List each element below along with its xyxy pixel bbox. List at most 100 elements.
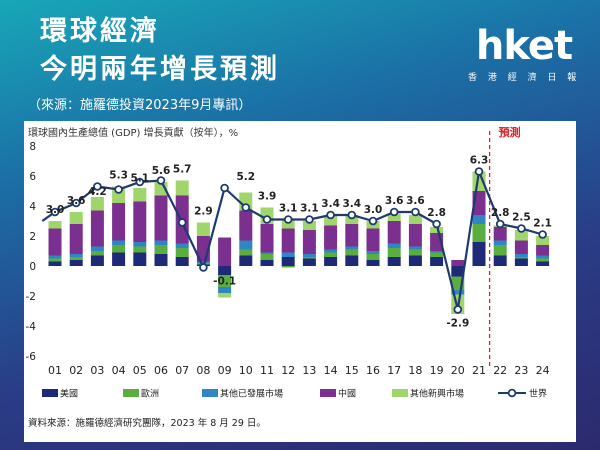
y-tick-label: 6 [29, 171, 36, 183]
bar-segment [302, 230, 316, 254]
bar-segment [514, 257, 528, 259]
bar-segment [112, 245, 126, 253]
bar-segment [112, 252, 126, 266]
bar-segment [281, 219, 295, 229]
x-tick-label: 13 [302, 364, 316, 377]
bar-segment [387, 213, 401, 221]
bar-segment [430, 257, 444, 266]
y-tick-label: -4 [26, 321, 37, 333]
y-tick-label: 8 [29, 141, 36, 153]
legend-label: 其他新興市場 [410, 388, 464, 400]
x-tick-label: 19 [430, 364, 444, 377]
data-label: 3.6 [67, 195, 86, 207]
bar-segment [430, 252, 444, 257]
gdp-contribution-chart: 環球國內生產總值 (GDP) 增長貢獻（按年），% -6-4-202468預測 … [26, 125, 552, 429]
x-tick-label: 09 [218, 364, 232, 377]
y-tick-label: -2 [26, 291, 36, 303]
x-tick-label: 11 [260, 364, 274, 377]
bar-segment [302, 257, 316, 259]
world-point [411, 207, 420, 217]
x-tick-label: 20 [451, 364, 465, 377]
legend-swatch [320, 389, 336, 397]
bar-segment [218, 275, 232, 287]
data-label: 3.1 [300, 203, 319, 215]
legend-label: 世界 [529, 388, 547, 400]
x-tick-label: 10 [239, 364, 253, 377]
bar-segment [218, 266, 232, 275]
data-label: 5.1 [130, 173, 149, 185]
bar-segment [239, 249, 253, 256]
x-tick-label: 14 [324, 364, 338, 377]
x-tick-label: 15 [345, 364, 359, 377]
world-point [495, 219, 505, 229]
x-axis: 01 02 03 04 05 06 07 08 09 10 11 12 13 14 15 16 17 18 19 20… [48, 364, 550, 377]
data-label: 3.6 [385, 195, 404, 207]
x-tick-label: 06 [154, 364, 168, 377]
bar-segment [324, 249, 338, 253]
bar-segment [175, 257, 189, 266]
world-point [71, 198, 81, 208]
bar-segment [408, 249, 422, 256]
legend-swatch [123, 389, 139, 397]
world-point [474, 167, 484, 176]
bar-segment [69, 257, 83, 260]
legend-label: 美國 [60, 388, 78, 400]
legend-swatch [42, 389, 58, 397]
bar-segment [366, 260, 380, 266]
bar-segment [366, 254, 380, 260]
bar-segment [260, 224, 274, 253]
data-label: 3.4 [342, 198, 361, 210]
x-tick-label: 17 [387, 364, 401, 377]
bar-segment [90, 210, 104, 247]
bar-segment [324, 215, 338, 226]
data-label: 6.3 [470, 155, 489, 167]
bar-segment [408, 215, 422, 224]
world-point [432, 219, 441, 229]
y-tick-label: -6 [26, 351, 37, 363]
data-label: 2.8 [491, 207, 510, 219]
data-label: 4.2 [88, 186, 107, 198]
bar-segment [536, 236, 550, 245]
bar-segment [175, 248, 189, 257]
data-label: 3.0 [46, 204, 65, 216]
data-label: 5.3 [109, 170, 128, 182]
bar-segment [260, 254, 274, 260]
y-tick-label: 0 [29, 261, 36, 273]
bar-segment [514, 254, 528, 257]
bar-segment [196, 222, 210, 236]
world-point [156, 176, 166, 185]
data-label: 2.1 [533, 218, 552, 230]
bar-segment [302, 258, 316, 266]
bar-segment [133, 188, 147, 202]
bar-segment [69, 260, 83, 266]
bar-segment [48, 228, 62, 256]
bar-segment [133, 252, 147, 266]
bar-segment [175, 180, 189, 196]
world-point [347, 210, 357, 220]
x-tick-label: 01 [48, 364, 62, 377]
world-point [326, 210, 335, 220]
bar-segment [90, 251, 104, 256]
bar-segment [472, 215, 486, 224]
bar-segment [324, 252, 338, 257]
bar-segment [536, 261, 550, 266]
world-point [262, 215, 272, 224]
bar-segment [218, 237, 232, 266]
bar-segment [239, 255, 253, 266]
world-point [93, 182, 102, 191]
bar-segment [493, 227, 507, 241]
world-point [241, 203, 251, 212]
bar-segment [154, 195, 168, 241]
bar-segment [90, 255, 104, 266]
data-label: 2.9 [194, 206, 213, 218]
chart-source: 資料來源：施羅德經濟研究團隊，2023 年 8 月 29 日。 [28, 417, 266, 429]
bar-segment [430, 251, 444, 253]
world-point [283, 215, 293, 224]
bar-segment [218, 287, 232, 293]
bar-segment [345, 224, 359, 247]
bar-segment [133, 201, 147, 242]
world-point [368, 216, 378, 226]
world-point [305, 215, 314, 224]
legend-label: 其他已發展市場 [220, 388, 283, 400]
bar-segment [112, 240, 126, 245]
